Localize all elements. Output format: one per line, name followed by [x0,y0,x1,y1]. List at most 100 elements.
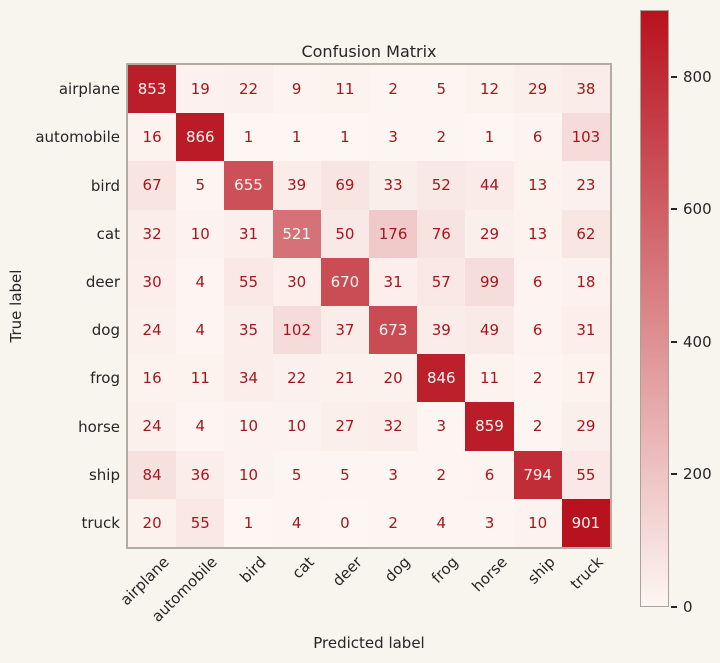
heatmap-cell: 27 [320,402,369,451]
heatmap-cell: 34 [224,354,273,403]
heatmap-cell: 794 [513,450,562,499]
heatmap-cell: 39 [272,161,321,210]
heatmap-cell: 17 [561,354,610,403]
heatmap-cell: 55 [176,498,225,547]
heatmap-cell: 5 [176,161,225,210]
heatmap-cell: 10 [224,450,273,499]
heatmap-cell: 11 [320,65,369,114]
heatmap-cell: 39 [417,306,466,355]
heatmap-cell: 102 [272,306,321,355]
heatmap-cell: 67 [128,161,177,210]
heatmap-cell: 21 [320,354,369,403]
heatmap-cell: 36 [176,450,225,499]
heatmap-cell: 35 [224,306,273,355]
heatmap-cell: 13 [513,209,562,258]
x-tick-label: truck [566,553,607,593]
heatmap-cell: 69 [320,161,369,210]
heatmap-cell: 5 [272,450,321,499]
colorbar [640,10,669,607]
colorbar-tick-mark [671,473,677,476]
heatmap-cell: 33 [369,161,418,210]
heatmap-cell: 20 [369,354,418,403]
heatmap-cell: 18 [561,257,610,306]
colorbar-tick-label: 0 [683,598,693,616]
heatmap-cell: 52 [417,161,466,210]
heatmap-cell: 22 [272,354,321,403]
colorbar-tick-label: 200 [683,465,712,484]
heatmap-cell: 38 [561,65,610,114]
heatmap-cell: 76 [417,209,466,258]
heatmap-cell: 31 [224,209,273,258]
heatmap-cell: 32 [128,209,177,258]
heatmap-cell: 2 [417,450,466,499]
heatmap-cell: 866 [176,113,225,162]
heatmap-cell: 1 [224,113,273,162]
y-tick-label: deer [85,272,120,291]
heatmap-cell: 5 [417,65,466,114]
heatmap-cell: 24 [128,306,177,355]
heatmap-cell: 6 [513,113,562,162]
heatmap-cell: 29 [465,209,514,258]
heatmap-cell: 1 [272,113,321,162]
heatmap-cell: 2 [513,402,562,451]
heatmap-cell: 10 [176,209,225,258]
x-tick-label: deer [328,553,366,590]
heatmap-cell: 1 [224,498,273,547]
heatmap-cell: 9 [272,65,321,114]
heatmap-cell: 31 [369,257,418,306]
heatmap-cell: 3 [369,450,418,499]
heatmap-cell: 11 [465,354,514,403]
heatmap-cell: 846 [417,354,466,403]
x-tick-label: frog [428,553,463,587]
heatmap-cell: 50 [320,209,369,258]
heatmap-cell: 176 [369,209,418,258]
heatmap-cell: 11 [176,354,225,403]
heatmap-cell: 10 [513,498,562,547]
colorbar-tick-mark [671,340,677,343]
heatmap-cell: 655 [224,161,273,210]
heatmap-cell: 23 [561,161,610,210]
heatmap-cell: 1 [465,113,514,162]
heatmap-cell: 6 [513,306,562,355]
heatmap-cell: 16 [128,354,177,403]
heatmap-cell: 57 [417,257,466,306]
chart-title: Confusion Matrix [301,42,437,61]
heatmap-cell: 3 [417,402,466,451]
colorbar-tick-mark [671,75,677,78]
x-axis-title: Predicted label [313,634,425,652]
heatmap-cell: 55 [561,450,610,499]
heatmap-cell: 30 [272,257,321,306]
heatmap-cell: 670 [320,257,369,306]
y-tick-label: ship [88,465,120,484]
y-tick-label: dog [91,321,120,340]
heatmap-cell: 29 [513,65,562,114]
heatmap-cell: 13 [513,161,562,210]
heatmap-cell: 10 [224,402,273,451]
y-tick-label: bird [90,176,120,195]
heatmap-cell: 10 [272,402,321,451]
heatmap-cell: 19 [176,65,225,114]
heatmap-cell: 37 [320,306,369,355]
heatmap-cell: 55 [224,257,273,306]
heatmap-cell: 24 [128,402,177,451]
confusion-matrix-heatmap: 853 19 22 9 11 2 5 12 29 38 16 866 1 1 1 3 2 1 6 103 67 5 655 3… [126,63,612,549]
heatmap-cell: 44 [465,161,514,210]
heatmap-cell: 3 [369,113,418,162]
heatmap-cell: 22 [224,65,273,114]
heatmap-cell: 4 [176,257,225,306]
colorbar-tick-label: 600 [683,200,712,219]
x-tick-label: bird [235,553,270,587]
heatmap-cell: 3 [465,498,514,547]
heatmap-cell: 30 [128,257,177,306]
y-tick-label: automobile [35,128,120,147]
heatmap-cell: 99 [465,257,514,306]
y-tick-label: cat [96,224,120,243]
heatmap-cell: 901 [561,498,610,547]
heatmap-cell: 20 [128,498,177,547]
heatmap-cell: 853 [128,65,177,114]
x-tick-label: dog [381,553,414,586]
x-tick-label: horse [467,553,511,596]
heatmap-cell: 84 [128,450,177,499]
heatmap-cell: 49 [465,306,514,355]
heatmap-cell: 4 [272,498,321,547]
